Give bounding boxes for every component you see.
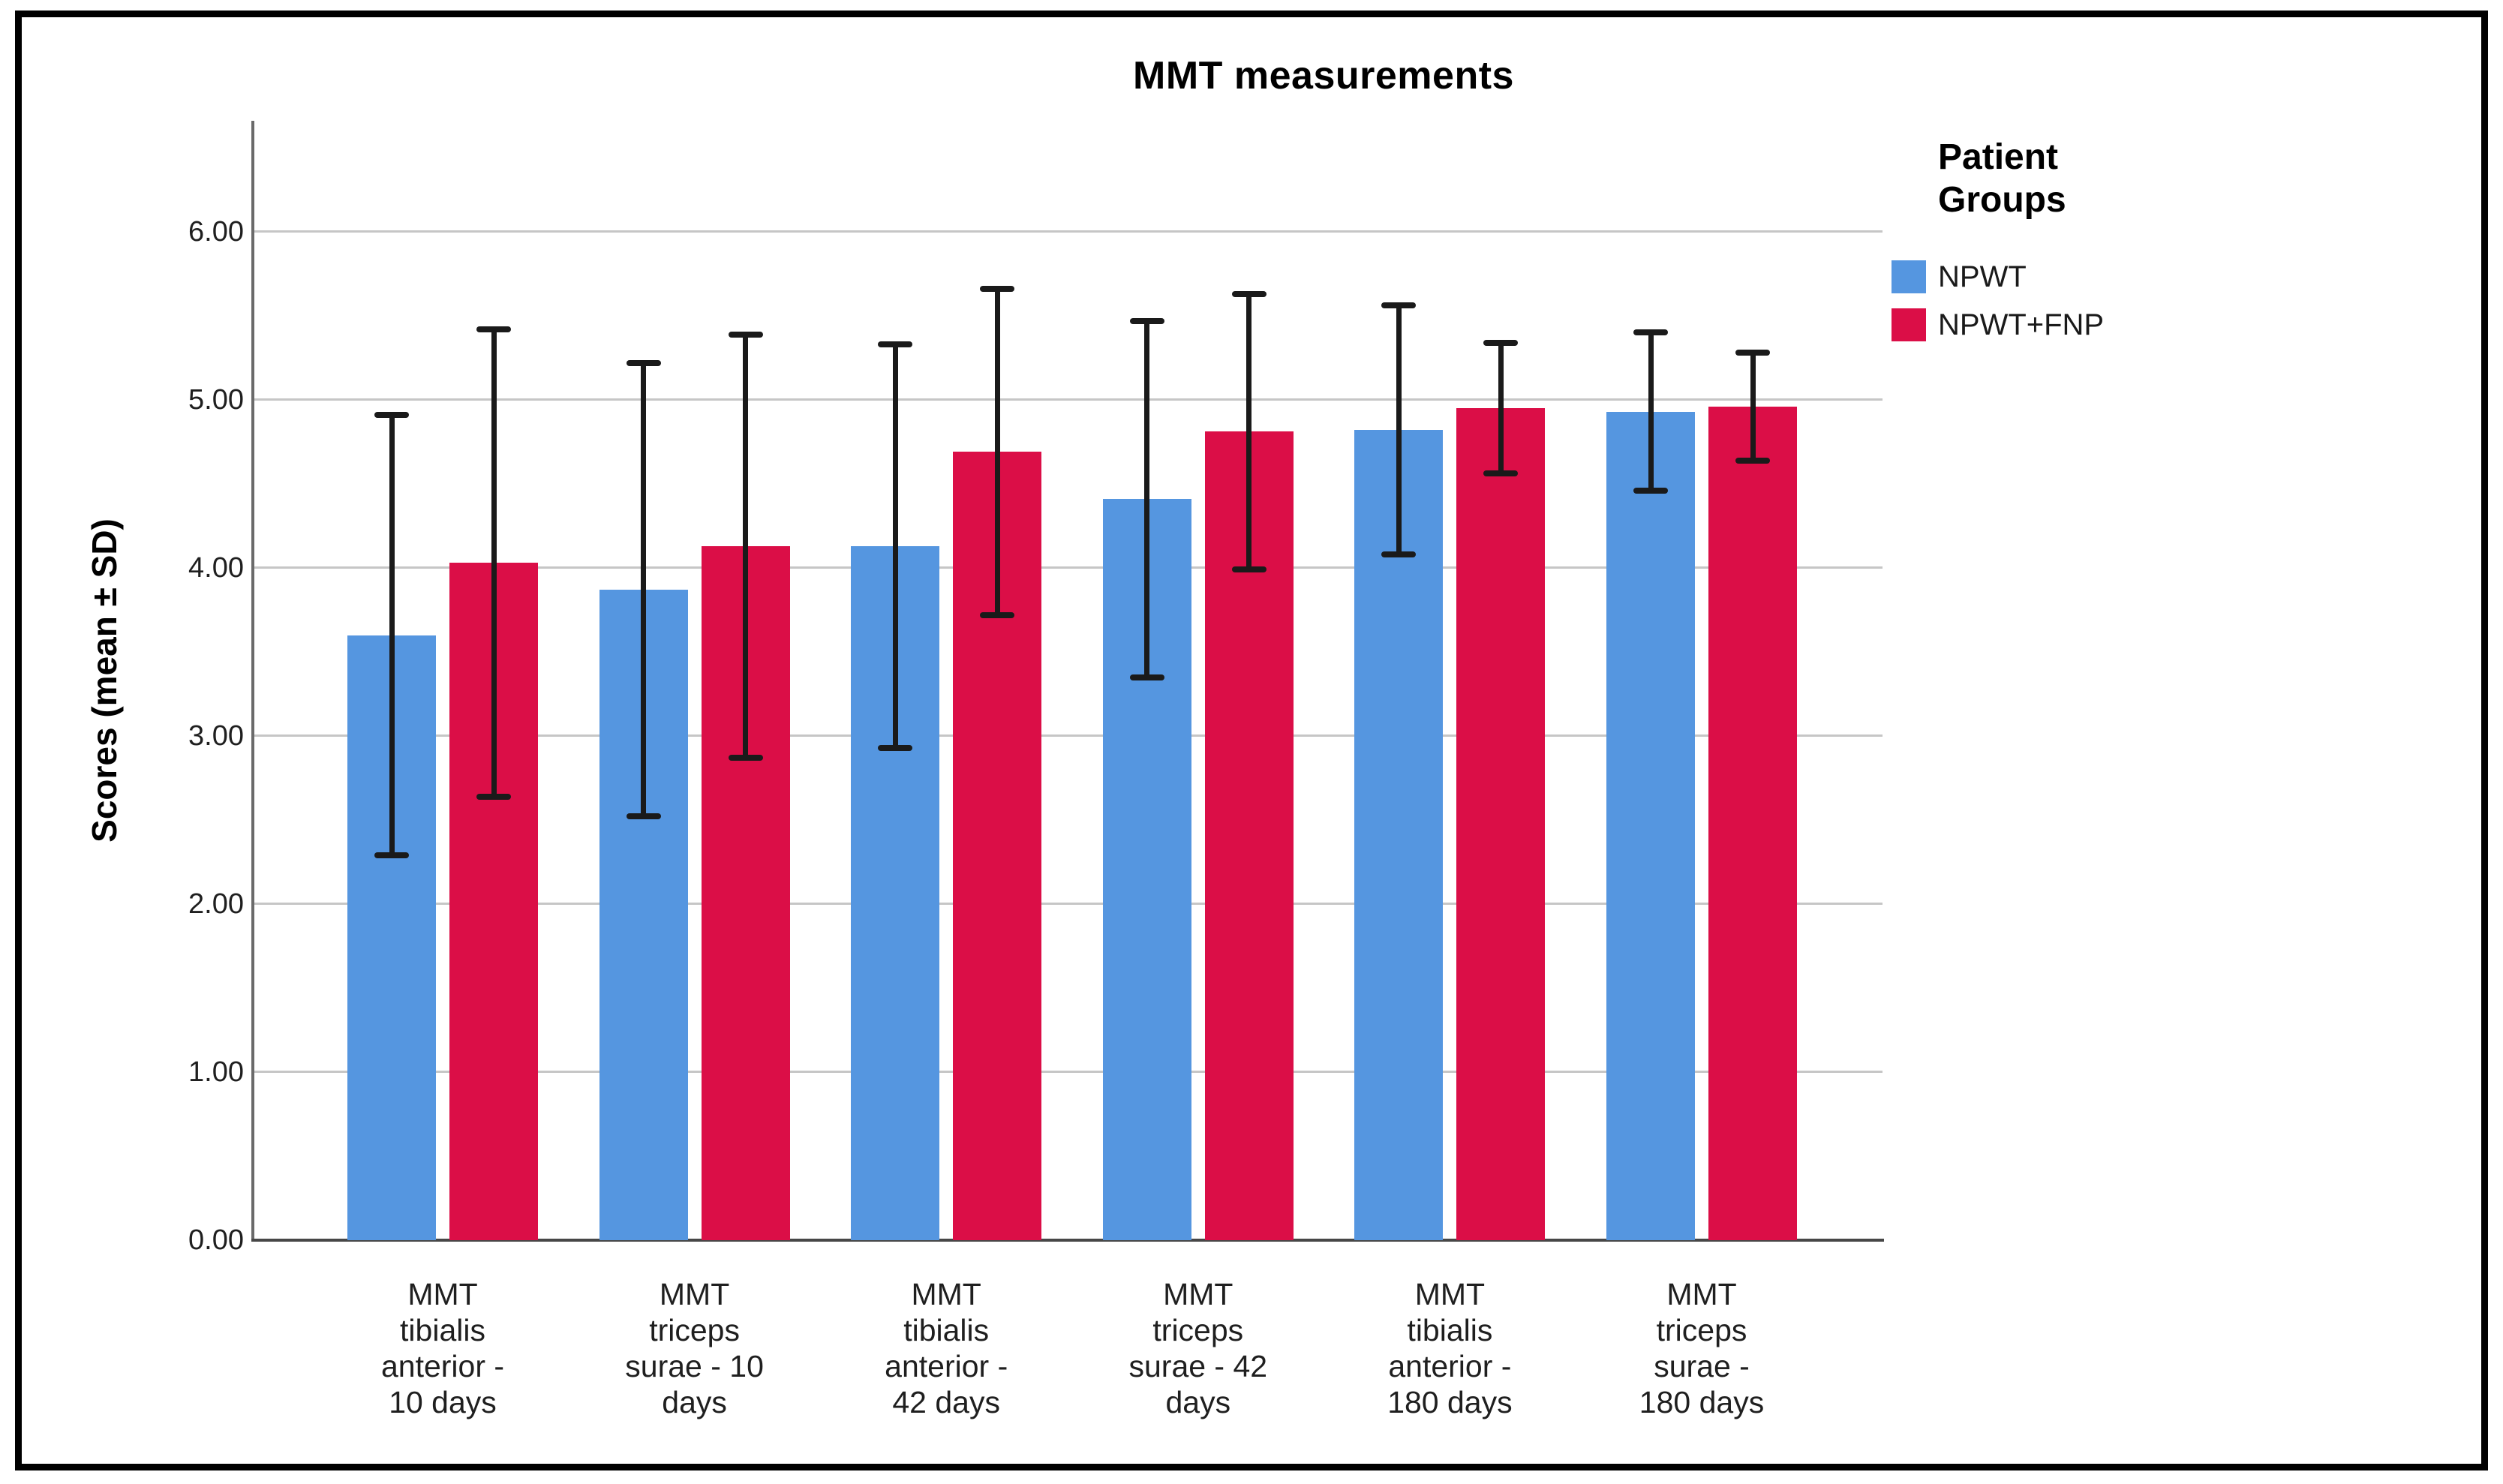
- legend-title-line-2: Groups: [1938, 180, 2066, 220]
- error-bar-line: [892, 344, 898, 748]
- x-category-label-line: triceps: [649, 1313, 740, 1347]
- error-bar-line: [1498, 342, 1504, 474]
- error-bar-cap-bottom: [878, 744, 913, 751]
- error-bar-cap-bottom: [374, 852, 409, 858]
- legend-swatch-icon: [1892, 308, 1926, 341]
- bar-npwt-fnp-group-5: [1456, 408, 1546, 1240]
- error-bar-cap-bottom: [476, 793, 511, 800]
- x-category-label-line: 180 days: [1639, 1385, 1765, 1419]
- error-bar-line: [1750, 353, 1756, 461]
- x-category-label-line: MMT: [1414, 1277, 1486, 1311]
- error-bar-cap-bottom: [728, 755, 763, 762]
- error-bar-cap-bottom: [626, 813, 661, 820]
- x-category-label-2: MMT triceps surae - 10 days: [560, 1276, 830, 1420]
- x-category-label-line: 180 days: [1387, 1385, 1513, 1419]
- error-bar-cap-top: [1483, 339, 1519, 346]
- error-bar-cap-bottom: [1381, 551, 1417, 557]
- y-axis-title: Scores (mean ± SD): [85, 518, 124, 843]
- gridline-1: [254, 1071, 1883, 1074]
- error-bar-line: [1648, 332, 1654, 491]
- error-bar-line: [389, 415, 395, 855]
- error-bar-cap-top: [878, 341, 913, 347]
- gridline-3: [254, 734, 1883, 737]
- y-tick-label-0.00: 0.00: [188, 1224, 244, 1256]
- error-bar-cap-top: [1381, 302, 1417, 309]
- x-category-label-line: anterior -: [885, 1349, 1008, 1383]
- y-tick-label-5.00: 5.00: [188, 383, 244, 416]
- legend-title: Patient Groups: [1938, 136, 2066, 221]
- error-bar-line: [641, 362, 647, 817]
- gridline-6: [254, 230, 1883, 233]
- x-category-label-line: surae - 42: [1128, 1349, 1268, 1383]
- error-bar-cap-top: [1633, 329, 1668, 336]
- y-tick-label-1.00: 1.00: [188, 1056, 244, 1088]
- x-category-label-line: 10 days: [389, 1385, 497, 1419]
- x-axis-line: [251, 1239, 1884, 1242]
- bar-npwt-fnp-group-6: [1708, 406, 1797, 1240]
- bar-npwt-group-6: [1606, 411, 1695, 1240]
- error-bar-cap-bottom: [1129, 674, 1164, 680]
- gridline-5: [254, 398, 1883, 401]
- x-category-label-line: tibialis: [1407, 1313, 1493, 1347]
- x-category-label-line: 42 days: [892, 1385, 1000, 1419]
- x-category-label-line: days: [1165, 1385, 1231, 1419]
- gridline-4: [254, 566, 1883, 569]
- x-category-label-5: MMT tibialis anterior -180 days: [1315, 1276, 1585, 1420]
- legend-item-label: NPWT+FNP: [1938, 308, 2105, 341]
- y-tick-label-4.00: 4.00: [188, 551, 244, 584]
- x-category-label-1: MMT tibialis anterior -10 days: [308, 1276, 578, 1420]
- x-category-label-line: tibialis: [400, 1313, 485, 1347]
- x-category-label-line: triceps: [1152, 1313, 1244, 1347]
- error-bar-line: [743, 334, 749, 759]
- error-bar-cap-bottom: [1735, 457, 1770, 464]
- x-category-label-4: MMT triceps surae - 42 days: [1063, 1276, 1333, 1420]
- error-bar-cap-top: [374, 412, 409, 419]
- error-bar-cap-top: [1735, 350, 1770, 356]
- y-tick-label-6.00: 6.00: [188, 215, 244, 248]
- legend-title-line-1: Patient: [1938, 137, 2059, 177]
- x-category-label-line: triceps: [1656, 1313, 1747, 1347]
- error-bar-cap-top: [728, 331, 763, 338]
- x-category-label-line: MMT: [1163, 1277, 1233, 1311]
- error-bar-line: [994, 289, 1000, 615]
- error-bar-cap-bottom: [1483, 470, 1519, 477]
- error-bar-line: [1246, 293, 1252, 570]
- error-bar-cap-top: [1231, 290, 1267, 297]
- x-category-label-3: MMT tibialis anterior -42 days: [811, 1276, 1081, 1420]
- gridline-2: [254, 903, 1883, 906]
- error-bar-line: [1396, 305, 1402, 554]
- bar-npwt-group-5: [1354, 430, 1444, 1240]
- error-bar-cap-bottom: [1231, 566, 1267, 573]
- x-category-label-line: MMT: [407, 1277, 478, 1311]
- error-bar-line: [491, 329, 497, 797]
- chart-title: MMT measurements: [1133, 54, 1514, 98]
- x-category-label-line: surae -: [1654, 1349, 1750, 1383]
- error-bar-cap-bottom: [980, 611, 1015, 618]
- legend-item-label: NPWT: [1938, 260, 2027, 293]
- error-bar-cap-top: [476, 326, 511, 332]
- x-category-label-line: MMT: [911, 1277, 981, 1311]
- x-category-label-line: surae - 10: [625, 1349, 764, 1383]
- y-tick-label-2.00: 2.00: [188, 888, 244, 920]
- x-category-label-line: anterior -: [380, 1349, 505, 1383]
- error-bar-cap-top: [1129, 317, 1164, 324]
- plot-area: [251, 121, 1884, 1242]
- error-bar-cap-top: [980, 286, 1015, 293]
- figure-frame: MMT measurements Scores (mean ± SD) 0.00…: [15, 11, 2488, 1470]
- error-bar-cap-top: [626, 359, 661, 366]
- y-axis-line: [251, 121, 254, 1240]
- legend-swatch-icon: [1892, 260, 1926, 293]
- x-category-label-6: MMT triceps surae -180 days: [1567, 1276, 1837, 1420]
- x-category-label-line: anterior -: [1388, 1349, 1512, 1383]
- x-category-label-line: days: [662, 1385, 727, 1419]
- x-category-label-line: tibialis: [903, 1313, 990, 1347]
- x-category-label-line: MMT: [1666, 1277, 1737, 1311]
- y-tick-label-3.00: 3.00: [188, 719, 244, 752]
- error-bar-cap-bottom: [1633, 487, 1668, 494]
- error-bar-line: [1144, 320, 1150, 677]
- x-category-label-line: MMT: [659, 1277, 730, 1311]
